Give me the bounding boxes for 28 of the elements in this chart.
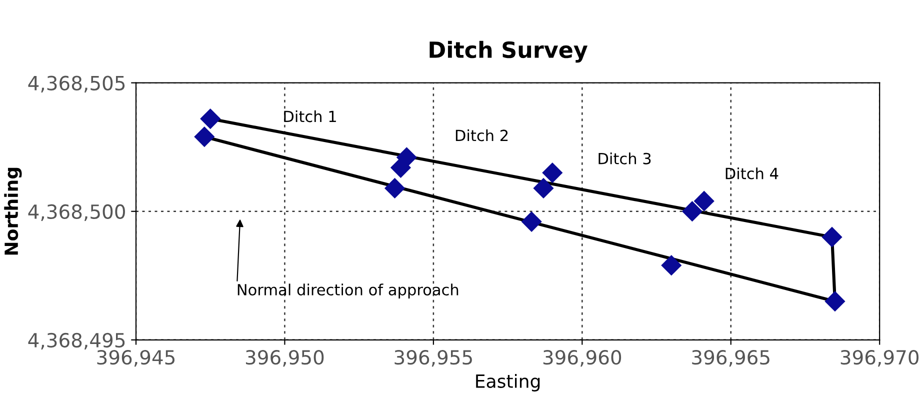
annotation: Ditch 4: [726, 167, 778, 180]
annotation: Normal direction of approach: [238, 284, 458, 298]
point: [194, 126, 215, 148]
point: [542, 162, 563, 184]
point: [822, 226, 842, 248]
x-axis-title: Easting: [476, 374, 540, 392]
x-tick-label: 396,965: [692, 350, 770, 367]
annotation: Ditch 3: [598, 152, 651, 164]
y-tick-label: 4,368,500: [28, 204, 125, 222]
point: [824, 291, 846, 312]
annotation: Ditch 2: [456, 129, 508, 142]
y-axis-title: Northing: [4, 168, 22, 255]
point: [521, 211, 542, 232]
annotation: Ditch 1: [284, 110, 336, 122]
y-tick-label: 4,368,495: [28, 332, 125, 350]
point: [682, 201, 703, 222]
point: [661, 255, 682, 276]
point: [533, 178, 554, 199]
x-tick-label: 396,970: [840, 350, 918, 367]
point: [200, 108, 221, 130]
point: [384, 178, 406, 199]
x-tick-label: 396,950: [246, 350, 324, 367]
x-tick-label: 396,955: [394, 350, 472, 367]
y-tick-label: 4,368,505: [28, 76, 125, 92]
x-tick-label: 396,945: [97, 350, 174, 367]
x-tick-label: 396,960: [543, 350, 622, 367]
chart-title: Ditch Survey: [430, 40, 588, 63]
point: [694, 190, 714, 212]
